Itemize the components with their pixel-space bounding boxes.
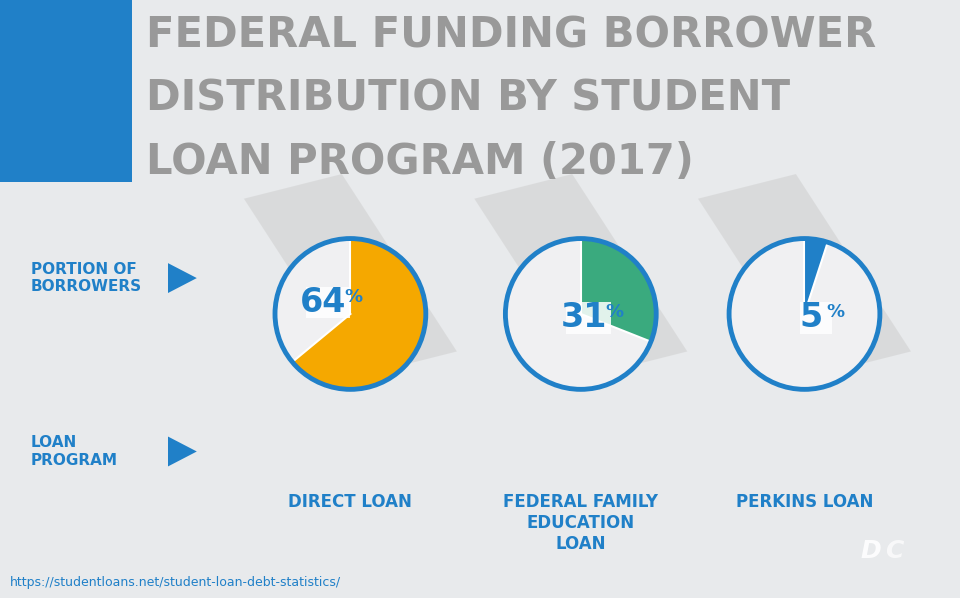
Text: PORTION OF
BORROWERS: PORTION OF BORROWERS [31,262,142,294]
Polygon shape [168,263,197,293]
Text: DISTRIBUTION BY STUDENT: DISTRIBUTION BY STUDENT [146,78,790,120]
Text: LOAN PROGRAM (2017): LOAN PROGRAM (2017) [146,141,694,182]
Text: DIRECT LOAN: DIRECT LOAN [288,493,413,511]
Text: FEDERAL FAMILY
EDUCATION
LOAN: FEDERAL FAMILY EDUCATION LOAN [503,493,659,553]
Polygon shape [244,174,457,376]
Polygon shape [698,174,911,376]
Text: PERKINS LOAN: PERKINS LOAN [735,493,874,511]
Text: LOAN
PROGRAM: LOAN PROGRAM [31,435,118,468]
Bar [0,0,132,182]
Text: https://studentloans.net/student-loan-debt-statistics/: https://studentloans.net/student-loan-de… [10,576,341,589]
Text: FEDERAL FUNDING BORROWER: FEDERAL FUNDING BORROWER [146,15,876,57]
Polygon shape [474,174,687,376]
Polygon shape [168,437,197,466]
